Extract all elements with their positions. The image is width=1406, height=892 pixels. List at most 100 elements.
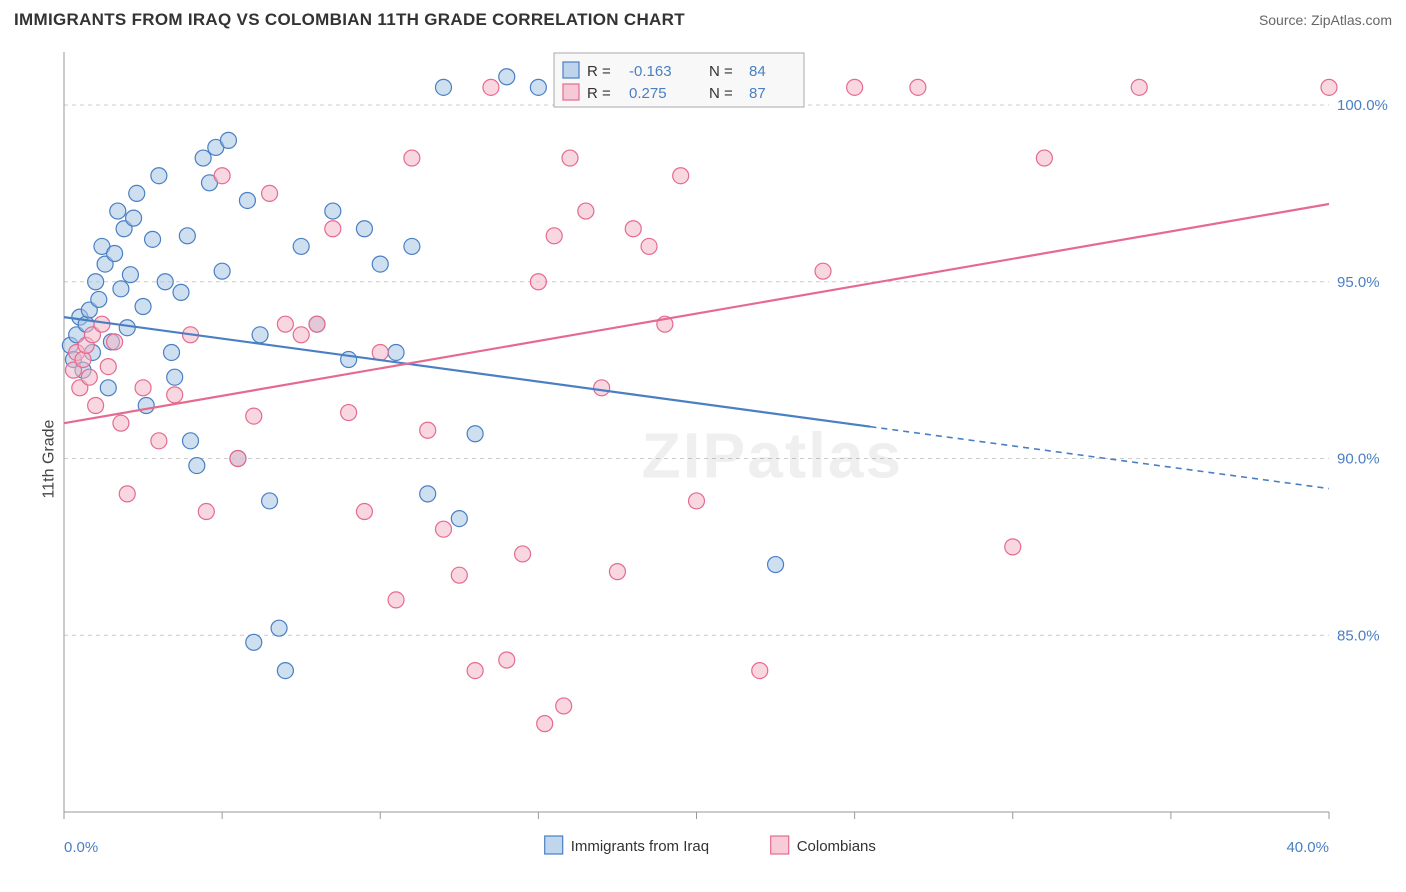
scatter-point-iraq (189, 458, 205, 474)
legend-r-value: -0.163 (629, 63, 672, 80)
scatter-point-colombians (1131, 79, 1147, 95)
scatter-point-iraq (129, 185, 145, 201)
scatter-point-iraq (151, 168, 167, 184)
scatter-point-colombians (673, 168, 689, 184)
scatter-point-iraq (110, 203, 126, 219)
scatter-point-colombians (467, 663, 483, 679)
legend-series-label: Immigrants from Iraq (571, 838, 709, 855)
legend-stat-label: R = (587, 85, 611, 102)
scatter-point-colombians (388, 592, 404, 608)
watermark: ZIPatlas (642, 420, 903, 492)
scatter-point-colombians (100, 359, 116, 375)
scatter-point-iraq (179, 228, 195, 244)
scatter-point-colombians (94, 316, 110, 332)
scatter-point-iraq (91, 291, 107, 307)
y-tick-label: 90.0% (1337, 451, 1380, 468)
trend-line-colombians (64, 204, 1329, 423)
x-tick-label: 0.0% (64, 839, 98, 856)
scatter-point-colombians (113, 415, 129, 431)
scatter-point-iraq (271, 620, 287, 636)
scatter-point-colombians (372, 344, 388, 360)
y-tick-label: 95.0% (1337, 274, 1380, 291)
scatter-point-iraq (126, 210, 142, 226)
scatter-point-colombians (341, 405, 357, 421)
scatter-point-colombians (910, 79, 926, 95)
scatter-point-iraq (388, 344, 404, 360)
scatter-point-colombians (356, 504, 372, 520)
scatter-point-iraq (530, 79, 546, 95)
scatter-point-colombians (81, 369, 97, 385)
legend-series-label: Colombians (797, 838, 876, 855)
scatter-point-colombians (815, 263, 831, 279)
scatter-point-iraq (173, 284, 189, 300)
scatter-point-iraq (145, 231, 161, 247)
scatter-point-colombians (88, 397, 104, 413)
scatter-point-colombians (293, 327, 309, 343)
scatter-point-colombians (847, 79, 863, 95)
scatter-point-iraq (246, 634, 262, 650)
legend-n-value: 84 (749, 63, 766, 80)
scatter-point-colombians (167, 387, 183, 403)
scatter-point-iraq (107, 245, 123, 261)
scatter-point-iraq (262, 493, 278, 509)
legend-swatch (563, 84, 579, 100)
scatter-point-colombians (246, 408, 262, 424)
scatter-point-colombians (483, 79, 499, 95)
scatter-point-iraq (325, 203, 341, 219)
scatter-point-iraq (164, 344, 180, 360)
scatter-point-colombians (230, 451, 246, 467)
scatter-point-colombians (1321, 79, 1337, 95)
scatter-point-iraq (252, 327, 268, 343)
scatter-point-iraq (293, 238, 309, 254)
scatter-point-colombians (594, 380, 610, 396)
scatter-point-colombians (135, 380, 151, 396)
scatter-point-colombians (309, 316, 325, 332)
scatter-point-iraq (768, 557, 784, 573)
scatter-point-iraq (157, 274, 173, 290)
scatter-point-iraq (195, 150, 211, 166)
scatter-point-colombians (609, 564, 625, 580)
scatter-point-colombians (556, 698, 572, 714)
scatter-point-iraq (167, 369, 183, 385)
scatter-point-iraq (404, 238, 420, 254)
chart-container: 11th Grade 85.0%90.0%95.0%100.0%0.0%40.0… (14, 44, 1392, 874)
legend-stat-label: N = (709, 85, 733, 102)
x-tick-label: 40.0% (1286, 839, 1329, 856)
scatter-point-colombians (325, 221, 341, 237)
scatter-point-colombians (436, 521, 452, 537)
y-tick-label: 100.0% (1337, 97, 1388, 114)
scatter-point-iraq (119, 320, 135, 336)
scatter-point-iraq (88, 274, 104, 290)
scatter-point-colombians (689, 493, 705, 509)
legend-swatch (563, 62, 579, 78)
scatter-point-colombians (515, 546, 531, 562)
scatter-point-iraq (138, 397, 154, 413)
scatter-point-iraq (372, 256, 388, 272)
scatter-point-colombians (1005, 539, 1021, 555)
scatter-point-colombians (1036, 150, 1052, 166)
legend-swatch (771, 836, 789, 854)
scatter-point-iraq (420, 486, 436, 502)
scatter-point-colombians (578, 203, 594, 219)
legend-r-value: 0.275 (629, 85, 667, 102)
scatter-point-iraq (220, 132, 236, 148)
scatter-point-colombians (214, 168, 230, 184)
scatter-point-colombians (277, 316, 293, 332)
chart-title: IMMIGRANTS FROM IRAQ VS COLOMBIAN 11TH G… (14, 10, 685, 30)
scatter-point-colombians (420, 422, 436, 438)
scatter-point-colombians (262, 185, 278, 201)
scatter-point-iraq (122, 267, 138, 283)
scatter-point-iraq (113, 281, 129, 297)
scatter-point-iraq (277, 663, 293, 679)
scatter-point-colombians (499, 652, 515, 668)
scatter-point-colombians (404, 150, 420, 166)
scatter-point-colombians (530, 274, 546, 290)
scatter-point-colombians (625, 221, 641, 237)
scatter-point-iraq (499, 69, 515, 85)
scatter-point-iraq (451, 511, 467, 527)
scatter-point-iraq (214, 263, 230, 279)
legend-stat-label: R = (587, 63, 611, 80)
scatter-point-iraq (467, 426, 483, 442)
legend-stat-label: N = (709, 63, 733, 80)
scatter-point-iraq (135, 299, 151, 315)
